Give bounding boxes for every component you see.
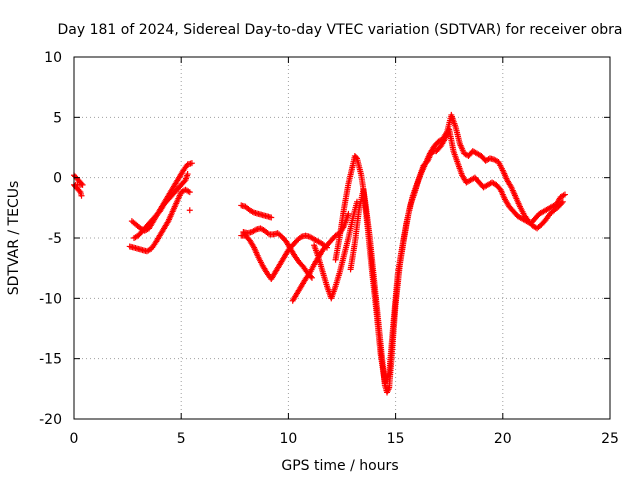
data-points bbox=[71, 111, 568, 396]
series-arc-5 bbox=[186, 207, 193, 214]
data-point bbox=[188, 160, 195, 167]
data-point bbox=[76, 187, 83, 194]
axis-ticks: 0 5 10 15 20 25 -20 -15 -10 -5 0 5 10 bbox=[39, 50, 619, 447]
chart-title: Day 181 of 2024, Sidereal Day-to-day VTE… bbox=[57, 22, 622, 38]
y-tick-label: -10 bbox=[39, 291, 62, 307]
y-axis-title: SDTVAR / TECUs bbox=[6, 181, 22, 296]
y-tick-label: -20 bbox=[39, 412, 62, 428]
data-point bbox=[186, 189, 193, 196]
y-tick-label: 10 bbox=[44, 50, 62, 66]
series-arc-12 bbox=[347, 126, 568, 386]
series-arc-4 bbox=[131, 171, 191, 241]
y-tick-label: 0 bbox=[53, 171, 62, 187]
y-tick-label: -5 bbox=[48, 231, 62, 247]
series-arc-3 bbox=[128, 160, 195, 234]
x-tick-label: 20 bbox=[494, 431, 512, 447]
series-arc-2 bbox=[126, 186, 193, 255]
x-tick-label: 0 bbox=[70, 431, 79, 447]
y-tick-label: 5 bbox=[53, 110, 62, 126]
x-tick-label: 25 bbox=[601, 431, 619, 447]
data-point bbox=[345, 210, 352, 217]
series-arc-6 bbox=[238, 202, 275, 221]
x-axis-title: GPS time / hours bbox=[281, 458, 398, 474]
data-point bbox=[352, 154, 359, 161]
data-point bbox=[308, 274, 315, 281]
series-arc-1 bbox=[71, 172, 86, 199]
data-point bbox=[268, 214, 275, 221]
x-tick-label: 10 bbox=[279, 431, 297, 447]
data-point bbox=[78, 192, 85, 199]
data-point bbox=[561, 191, 568, 198]
y-tick-label: -15 bbox=[39, 352, 62, 368]
data-point bbox=[184, 171, 191, 178]
data-point bbox=[186, 207, 193, 214]
series-arc-10 bbox=[311, 198, 361, 302]
x-tick-label: 5 bbox=[177, 431, 186, 447]
x-tick-label: 15 bbox=[387, 431, 405, 447]
